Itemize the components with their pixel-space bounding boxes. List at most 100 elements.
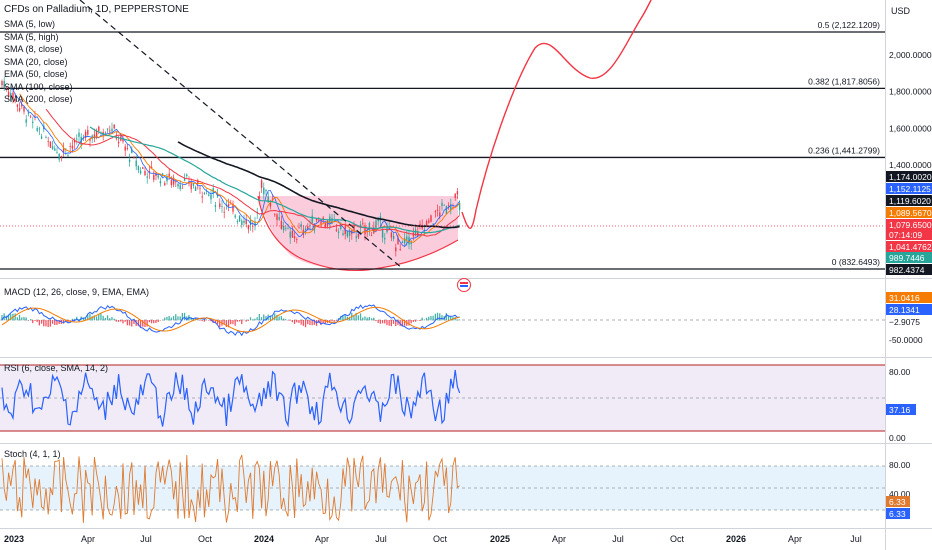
macd-histogram-bar [208, 320, 210, 321]
indicator-2[interactable]: SMA (8, close) [4, 44, 63, 54]
macd-histogram-bar [205, 319, 208, 321]
candle-body [109, 130, 111, 132]
svg-text:31.0416: 31.0416 [889, 293, 920, 303]
candle-body [241, 220, 243, 226]
svg-text:−2.9075: −2.9075 [889, 317, 920, 327]
macd-histogram-bar [296, 320, 298, 323]
candle-body [230, 203, 232, 205]
candle-body [170, 180, 173, 185]
candle-body [410, 241, 412, 245]
candle-body [150, 166, 153, 169]
rsi-label[interactable]: RSI (6, close, SMA, 14, 2) [4, 363, 109, 373]
macd-histogram-bar [106, 315, 109, 321]
macd-histogram-bar [201, 320, 203, 322]
time-label: 2023 [4, 534, 24, 544]
candle-body [364, 225, 366, 235]
candle-body [157, 175, 159, 178]
candle-body [340, 225, 342, 229]
candle-body [381, 229, 384, 238]
macd-histogram-bar [117, 320, 120, 322]
macd-histogram-bar [153, 320, 155, 324]
candle-body [373, 227, 375, 234]
macd-histogram-bar [399, 320, 401, 326]
price-tag: 1,152.1125 [886, 183, 932, 194]
indicator-6[interactable]: SMA (200, close) [4, 94, 73, 104]
candle-body [34, 115, 36, 117]
macd-histogram-bar [304, 320, 307, 328]
time-label: Oct [433, 534, 448, 544]
macd-histogram-bar [219, 320, 221, 328]
indicator-1[interactable]: SMA (5, high) [4, 31, 59, 42]
macd-histogram-bar [260, 317, 263, 321]
macd-histogram-bar [32, 320, 34, 324]
macd-histogram-bar [150, 320, 153, 324]
macd-histogram-bar [456, 319, 458, 321]
svg-text:37.16: 37.16 [889, 405, 911, 415]
candle-body [348, 230, 351, 236]
macd-histogram-bar [109, 318, 111, 321]
time-axis[interactable]: 2023 Apr Jul Oct 2024 Apr Jul Oct 2025 Apr Jul Oct 2… [4, 534, 862, 544]
time-label: Apr [788, 534, 802, 544]
time-label: Apr [81, 534, 95, 544]
macd-histogram-bar [285, 319, 287, 321]
macd-histogram-bar [313, 320, 315, 325]
candle-body [115, 137, 118, 139]
indicator-0[interactable]: SMA (5, low) [4, 19, 56, 29]
macd-histogram-bar [34, 320, 36, 321]
candle-body [84, 131, 87, 138]
candle-body [232, 203, 234, 212]
candle-body [142, 167, 144, 169]
stoch-label[interactable]: Stoch (4, 1, 1) [4, 449, 61, 459]
candle-body [32, 121, 34, 123]
candle-body [47, 141, 49, 142]
macd-histogram-bar [216, 320, 219, 325]
time-label: Oct [198, 534, 213, 544]
candle-body [227, 203, 230, 207]
candle-body [10, 92, 12, 102]
fib-label-1: 0.382 (1,817.8056) [808, 76, 880, 86]
candle-body [395, 247, 397, 252]
macd-histogram-bar [58, 320, 60, 325]
candle-body [293, 236, 296, 239]
macd-histogram-bar [230, 320, 232, 325]
macd-histogram-bar [54, 320, 56, 326]
rsi-tick-0: 0.00 [889, 433, 906, 443]
event-flag-icon[interactable] [457, 278, 471, 292]
price-tag: 989.7446 [886, 252, 932, 263]
indicator-3[interactable]: SMA (20, close) [4, 56, 68, 67]
macd-histogram-bar [25, 317, 27, 321]
candle-body [133, 157, 135, 159]
candle-body [355, 236, 357, 239]
price-tick: 1,400.0000 [889, 160, 932, 170]
candle-body [324, 222, 327, 228]
candle-body [181, 187, 184, 189]
indicator-4[interactable]: EMA (50, close) [4, 69, 68, 79]
candle-body [384, 237, 386, 240]
projection-path[interactable] [461, 0, 656, 229]
macd-label[interactable]: MACD (12, 26, close, 9, EMA, EMA) [4, 287, 150, 297]
candle-body [456, 191, 459, 195]
currency-label[interactable]: USD [891, 6, 911, 16]
macd-histogram-bar [425, 317, 428, 321]
candle-body [223, 211, 225, 213]
candle-body [113, 124, 115, 129]
candle-body [25, 119, 27, 123]
macd-tag: −2.9075 [886, 316, 932, 327]
macd-histogram-bar [375, 320, 377, 322]
macd-histogram-bar [73, 318, 76, 321]
candle-body [164, 183, 166, 186]
candle-body [225, 204, 228, 207]
candle-body [153, 174, 155, 180]
macd-histogram-bar [137, 320, 139, 327]
macd-histogram-bar [164, 317, 166, 321]
candle-body [62, 148, 65, 153]
macd-histogram-bar [445, 313, 447, 321]
candle-body [263, 187, 265, 195]
candle-body [190, 183, 192, 190]
svg-text:6.33: 6.33 [889, 497, 906, 507]
indicator-5[interactable]: SMA (100, close) [4, 81, 73, 92]
macd-histogram-bar [370, 318, 373, 321]
candle-body [12, 92, 14, 100]
candle-body [106, 128, 109, 130]
candle-body [144, 171, 146, 176]
